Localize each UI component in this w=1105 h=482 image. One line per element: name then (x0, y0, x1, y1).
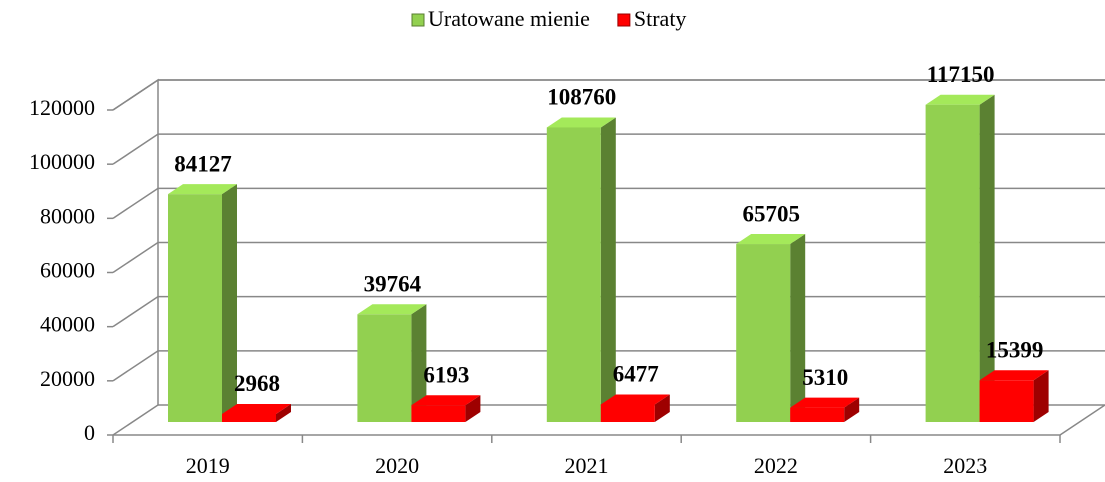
bar (222, 403, 291, 422)
data-label: 65705 (742, 201, 800, 226)
bar (357, 304, 427, 422)
bar (600, 394, 670, 422)
data-label: 39764 (364, 272, 422, 297)
bar-top (736, 234, 806, 245)
bar-front (546, 127, 601, 423)
bar-front (979, 380, 1034, 422)
grid-line (112, 133, 1105, 165)
bar-side (844, 397, 860, 422)
bar-side (600, 117, 616, 423)
bar-top (546, 117, 616, 128)
bar (736, 234, 806, 422)
bar-side (276, 403, 291, 422)
x-tick-label: 2019 (186, 453, 230, 478)
data-label: 6477 (613, 362, 659, 387)
bar-side (1033, 370, 1049, 422)
legend-swatch (411, 13, 425, 27)
bar-top (979, 370, 1049, 381)
data-label: 6193 (423, 363, 469, 388)
bar-side (790, 234, 806, 422)
bar-front (736, 244, 791, 422)
data-label: 84127 (174, 151, 232, 176)
bar (168, 184, 237, 422)
y-tick-label: 40000 (40, 312, 95, 337)
bar-top (411, 395, 481, 406)
bar-top (357, 304, 427, 315)
bar (979, 370, 1049, 422)
grid-line (112, 187, 1105, 219)
legend-label: Straty (634, 6, 687, 31)
bar-front (357, 314, 412, 422)
data-label: 15399 (986, 338, 1044, 363)
y-tick-label: 60000 (40, 258, 95, 283)
grid-line (112, 350, 1105, 382)
bar-top (222, 403, 291, 414)
data-label: 117150 (927, 62, 995, 87)
x-tick-label: 2022 (754, 453, 798, 478)
data-label: 2968 (234, 371, 280, 396)
y-tick-label: 80000 (40, 203, 95, 228)
grid-line (112, 295, 1105, 328)
bar-side (979, 94, 995, 422)
bar-side (222, 184, 237, 422)
bar-top (168, 184, 237, 195)
data-label: 108760 (547, 85, 616, 110)
bar-top (790, 397, 860, 408)
bar-front (411, 405, 466, 422)
bar-front (600, 404, 655, 422)
bar-side (654, 394, 670, 422)
y-tick-label: 20000 (40, 366, 95, 391)
bar-front (168, 194, 222, 422)
bar (546, 117, 616, 423)
bar-front (790, 407, 845, 422)
bar-side (411, 304, 427, 422)
bar-front (925, 104, 980, 422)
bar-top (600, 394, 670, 405)
y-tick-label: 0 (84, 420, 95, 445)
grid-line (112, 241, 1105, 274)
bar (925, 94, 995, 422)
data-label: 5310 (802, 365, 848, 390)
bar (411, 395, 481, 422)
legend-swatch (617, 13, 631, 27)
x-tick-label: 2020 (375, 453, 419, 478)
grid-line (112, 79, 1105, 111)
y-tick-label: 100000 (29, 149, 95, 174)
x-tick-label: 2021 (565, 453, 609, 478)
y-tick-label: 120000 (29, 95, 95, 120)
bar-top (925, 94, 995, 105)
bar-front (222, 413, 276, 422)
legend-label: Uratowane mienie (428, 6, 590, 31)
bar (790, 397, 860, 422)
bar-side (465, 395, 481, 422)
x-tick-label: 2023 (943, 453, 987, 478)
